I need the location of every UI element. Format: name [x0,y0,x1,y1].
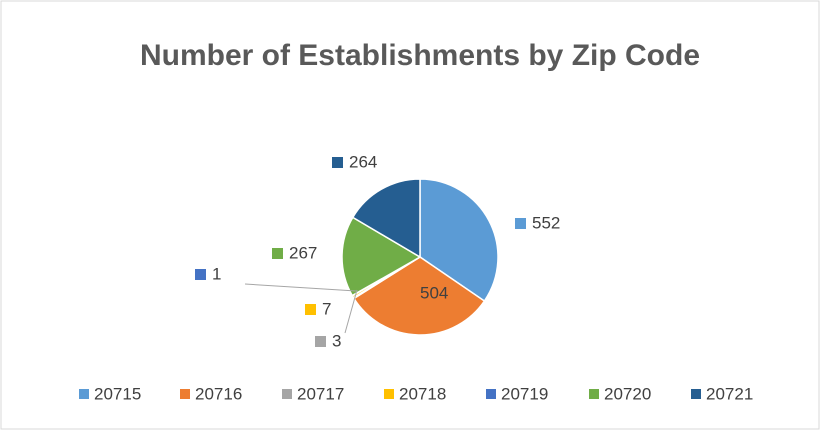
data-label: 7 [322,299,331,318]
legend-label: 20716 [195,384,242,403]
legend-label: 20720 [604,384,651,403]
data-label: 3 [332,331,341,350]
data-label: 504 [420,283,448,302]
legend-marker [589,389,599,399]
legend-label: 20719 [501,384,548,403]
legend-label: 20721 [706,384,753,403]
legend-marker [180,389,190,399]
pie-slice [351,178,421,259]
data-label: 552 [532,213,560,232]
label-marker [305,304,316,315]
leader-line [244,283,357,292]
legend-marker [282,389,292,399]
label-marker [332,157,343,168]
legend-label: 20717 [297,384,344,403]
chart-title: Number of Establishments by Zip Code [139,39,701,72]
pie-slice [419,178,499,303]
pie-slice [352,256,486,336]
legend-marker [486,389,496,399]
label-marker [403,288,414,299]
label-marker [195,269,206,280]
label-marker [515,218,526,229]
legend-marker [691,389,701,399]
legend-label: 20715 [94,384,141,403]
leader-line [344,289,358,334]
legend-marker [79,389,89,399]
legend-label: 20718 [399,384,446,403]
data-label: 267 [289,243,317,262]
pie-slice [341,216,422,297]
data-label: 264 [349,152,377,171]
label-marker [272,248,283,259]
legend-marker [384,389,394,399]
label-marker [315,336,326,347]
data-label: 1 [212,264,221,283]
